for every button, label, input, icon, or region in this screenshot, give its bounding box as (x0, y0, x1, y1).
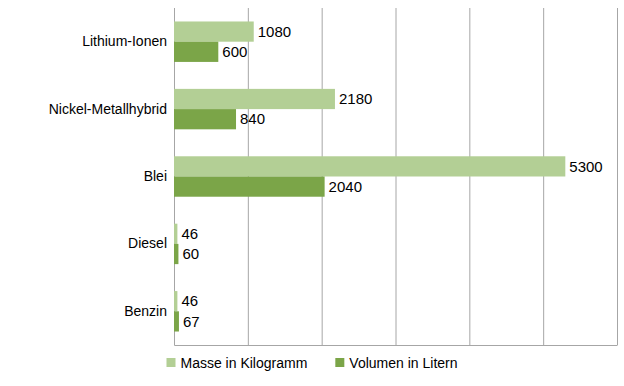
y-tick: Lithium-Ionen (82, 33, 167, 49)
bar (174, 291, 177, 311)
y-tick: Benzin (124, 303, 167, 319)
y-tick: Blei (144, 168, 167, 184)
legend-swatch (166, 358, 175, 367)
data-label: 840 (240, 110, 265, 127)
bar (174, 177, 325, 197)
y-tick-label: Diesel (128, 235, 167, 251)
y-tick: Nickel-Metallhybrid (49, 101, 167, 117)
data-label: 60 (182, 245, 199, 262)
y-tick-label: Lithium-Ionen (82, 33, 167, 49)
x-axis-line (175, 345, 618, 346)
bars (174, 21, 565, 331)
y-axis: Lithium-Ionen Nickel-Metallhybrid Blei Dies… (49, 9, 175, 346)
y-tick-label: Nickel-Metallhybrid (49, 101, 167, 117)
legend-item: Volumen in Litern (335, 355, 457, 371)
x-axis (175, 8, 618, 346)
data-labels: 1080 2180 5300 46 46 600 840 2040 60 67 (181, 23, 602, 330)
data-label: 67 (183, 313, 200, 330)
bar (174, 311, 179, 331)
plot-area: Lithium-Ionen Nickel-Metallhybrid Blei Dies… (49, 8, 618, 346)
grid-line (617, 8, 618, 345)
bar (174, 156, 565, 176)
data-label: 600 (222, 43, 247, 60)
data-label: 2180 (339, 90, 372, 107)
data-label: 46 (181, 225, 198, 242)
chart: Lithium-Ionen Nickel-Metallhybrid Blei Dies… (0, 0, 624, 386)
bar (174, 89, 335, 109)
data-label: 1080 (258, 23, 291, 40)
bar (174, 224, 177, 244)
data-label: 2040 (329, 178, 362, 195)
bar (174, 21, 254, 41)
x-tick (617, 8, 618, 345)
data-label: 46 (181, 292, 198, 309)
y-tick-label: Blei (144, 168, 167, 184)
bar (174, 42, 218, 62)
legend-item: Masse in Kilogramm (166, 355, 307, 371)
data-label: 5300 (569, 158, 602, 175)
y-tick-label: Benzin (124, 303, 167, 319)
legend-label: Masse in Kilogramm (180, 355, 307, 371)
bar (174, 244, 178, 264)
y-tick: Diesel (128, 235, 167, 251)
legend-label: Volumen in Litern (349, 355, 457, 371)
legend-swatch (335, 358, 344, 367)
legend: Masse in Kilogramm Volumen in Litern (166, 355, 457, 371)
bar (174, 109, 236, 129)
